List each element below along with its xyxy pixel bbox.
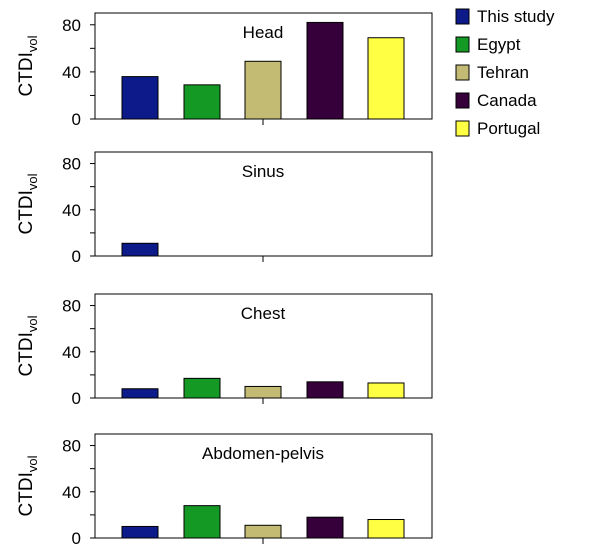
y-axis-label-main: CTDI <box>16 52 37 96</box>
y-tick-label: 80 <box>62 16 81 35</box>
y-axis-label: CTDIvol <box>16 173 40 234</box>
y-tick-label: 40 <box>62 343 81 362</box>
bar-egypt <box>183 505 221 539</box>
legend-swatch <box>455 8 470 25</box>
y-axis-label-main: CTDI <box>16 332 37 376</box>
y-axis-label-subscript: vol <box>25 173 40 190</box>
y-tick-label: 0 <box>72 247 81 266</box>
y-axis-label-main: CTDI <box>16 190 37 234</box>
legend-swatch <box>455 64 470 81</box>
legend-swatch <box>455 36 470 53</box>
legend: This study Egypt Tehran Canada Portugal <box>455 7 555 138</box>
bar-this-study <box>121 76 159 120</box>
y-axis-label: CTDIvol <box>16 35 40 96</box>
panel-title: Abdomen-pelvis <box>202 444 324 463</box>
legend-label: Canada <box>477 91 537 110</box>
bar-portugal <box>367 382 405 399</box>
bar-this-study <box>121 525 159 539</box>
bar-tehran <box>244 385 282 399</box>
legend-swatch <box>455 92 470 109</box>
bar-portugal <box>367 519 405 539</box>
y-axis-label: CTDIvol <box>16 315 40 376</box>
bar-canada <box>306 381 344 399</box>
y-tick-label: 40 <box>62 201 81 220</box>
bar-this-study <box>121 242 159 257</box>
legend-swatch <box>455 120 470 137</box>
panel-chest: 0 40 80 Chest CTDIvol <box>16 293 433 408</box>
panel-sinus: 0 40 80 Sinus CTDIvol <box>16 151 433 266</box>
bar-canada <box>306 21 344 120</box>
y-axis-label-subscript: vol <box>25 455 40 472</box>
panel-title: Sinus <box>242 162 285 181</box>
bar-tehran <box>244 524 282 539</box>
y-axis-label-subscript: vol <box>25 315 40 332</box>
y-tick-label: 80 <box>62 437 81 456</box>
bar-egypt <box>183 84 221 120</box>
panel-head: 0 40 80 Head CTDIvol <box>16 12 433 129</box>
legend-label: Egypt <box>477 35 521 54</box>
y-tick-label: 40 <box>62 483 81 502</box>
panel-title: Chest <box>241 304 286 323</box>
bar-egypt <box>183 377 221 399</box>
panel-abdomen-pelvis: 0 40 80 Abdomen-pelvis CTDIvol <box>16 433 433 546</box>
y-axis-label-subscript: vol <box>25 35 40 52</box>
y-axis-label: CTDIvol <box>16 455 40 516</box>
y-tick-label: 80 <box>62 155 81 174</box>
legend-label: This study <box>477 7 555 26</box>
y-tick-label: 80 <box>62 297 81 316</box>
panel-title: Head <box>243 23 284 42</box>
y-tick-label: 0 <box>72 529 81 546</box>
bar-canada <box>306 516 344 539</box>
bar-this-study <box>121 388 159 399</box>
y-tick-label: 0 <box>72 389 81 408</box>
bar-portugal <box>367 37 405 120</box>
legend-label: Portugal <box>477 119 540 138</box>
legend-label: Tehran <box>477 63 529 82</box>
y-axis-label-main: CTDI <box>16 472 37 516</box>
y-tick-label: 40 <box>62 63 81 82</box>
bar-tehran <box>244 60 282 120</box>
y-tick-label: 0 <box>72 110 81 129</box>
